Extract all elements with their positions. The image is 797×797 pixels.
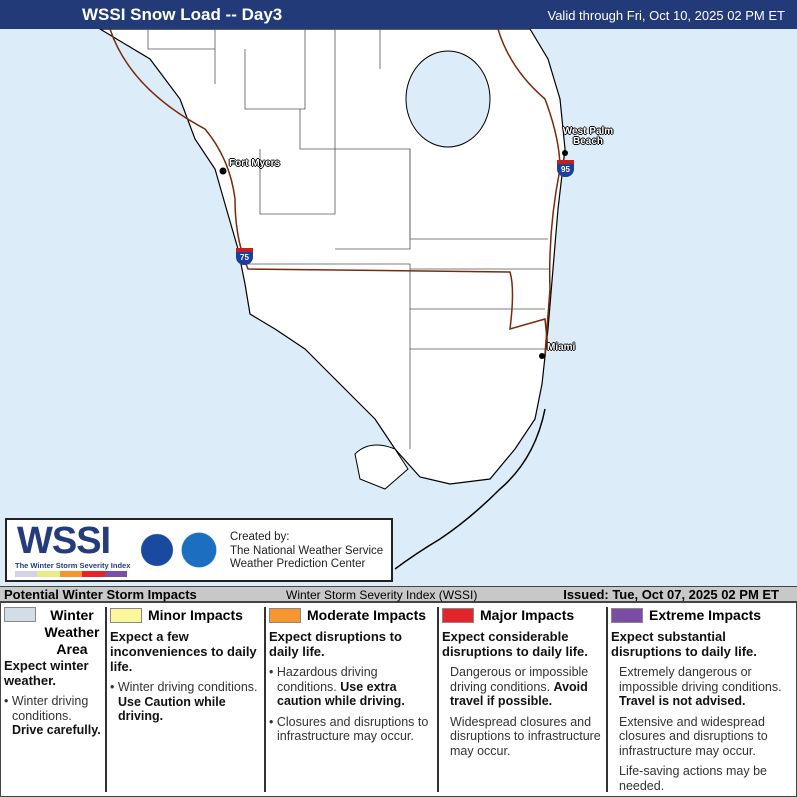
category-name: Extreme Impacts: [649, 607, 762, 623]
category-name: Winter Weather Area: [44, 607, 100, 657]
map-title: WSSI Snow Load -- Day3: [82, 5, 283, 24]
credit-line: Weather Prediction Center: [230, 558, 366, 570]
issued-time: Issued: Tue, Oct 07, 2025 02 PM ET: [563, 587, 779, 602]
category-bullet: Dangerous or impossible driving conditio…: [450, 665, 589, 708]
category-bullet: • Hazardous driving conditions. Use extr…: [269, 665, 405, 708]
everglades-cape: [354, 444, 409, 490]
swatch-major: [442, 608, 474, 624]
county-lines: [147, 29, 550, 449]
city-dot-miami: [539, 353, 545, 359]
credit-line: The National Weather Service: [230, 544, 384, 557]
florida-keys: [394, 408, 546, 570]
wssi-color-bar: [15, 571, 128, 577]
category-name: Moderate Impacts: [307, 607, 427, 623]
swatch-minor: [110, 608, 142, 624]
map-svg: [97, 28, 568, 570]
interstate-75-shield: 75: [236, 248, 253, 265]
header-bar: WSSI Snow Load -- Day3 Valid through Fri…: [0, 0, 797, 29]
city-label-west-palm-beach: West Palm Beach: [562, 126, 614, 147]
category-bullet: Widespread closures and disruptions to i…: [450, 714, 601, 758]
legend-index-name: Winter Storm Severity Index (WSSI): [286, 588, 478, 602]
legend-col-major: Major Impacts Expect considerable disrup…: [439, 607, 608, 792]
swatch-extreme: [611, 608, 643, 624]
highways: [109, 28, 561, 355]
category-desc: Expect considerable disruptions to daily…: [442, 629, 588, 659]
category-desc: Expect a few inconveniences to daily lif…: [110, 629, 257, 674]
category-bullet: • Winter driving conditions. Use Caution…: [110, 680, 258, 723]
category-bullet: Life-saving actions may be needed.: [619, 764, 767, 793]
credit-line: Created by:: [230, 531, 290, 543]
category-name: Minor Impacts: [148, 607, 243, 623]
legend-title: Potential Winter Storm Impacts: [4, 587, 197, 602]
swatch-winter-weather: [4, 607, 36, 622]
city-dot-west-palm: [562, 150, 568, 156]
florida-land: [97, 28, 566, 485]
legend-col-moderate: Moderate Impacts Expect disruptions to d…: [266, 607, 439, 792]
category-bullet: • Winter driving conditions. Drive caref…: [4, 694, 101, 737]
legend-header: Potential Winter Storm Impacts Winter St…: [0, 586, 797, 602]
wssi-subtitle: The Winter Storm Severity Index: [15, 561, 131, 570]
category-bullet: Extremely dangerous or impossible drivin…: [619, 665, 782, 708]
interstate-95-shield: 95: [557, 160, 574, 177]
city-label-miami: Miami: [547, 342, 576, 353]
valid-time: Valid through Fri, Oct 10, 2025 02 PM ET: [547, 8, 786, 23]
category-name: Major Impacts: [480, 607, 575, 623]
wssi-logo: WSSI: [17, 520, 111, 562]
lake-okeechobee: [405, 50, 491, 148]
logo-box: WSSI The Winter Storm Severity Index Cre…: [5, 518, 393, 582]
impact-legend: Winter Weather Area Expect winter weathe…: [0, 602, 797, 797]
swatch-moderate: [269, 608, 301, 624]
credit-text: Created by: The National Weather Service…: [230, 531, 383, 572]
category-bullet: Extensive and widespread closures and di…: [619, 714, 768, 758]
noaa-logo-icon: [179, 530, 219, 570]
map-area: Fort Myers West Palm Beach Miami 75 95: [0, 28, 797, 586]
category-desc: Expect disruptions to daily life.: [269, 629, 402, 659]
city-dot-fort-myers: [219, 167, 227, 175]
category-desc: Expect winter weather.: [4, 658, 89, 688]
category-bullet: • Closures and disruptions to infrastruc…: [269, 714, 429, 744]
city-label-fort-myers: Fort Myers: [229, 158, 281, 169]
legend-col-minor: Minor Impacts Expect a few inconvenience…: [107, 607, 266, 792]
legend-col-extreme: Extreme Impacts Expect substantial disru…: [608, 607, 796, 793]
legend-col-winter-weather: Winter Weather Area Expect winter weathe…: [1, 607, 107, 792]
nws-logo-icon: [137, 530, 177, 570]
category-desc: Expect substantial disruptions to daily …: [611, 629, 757, 659]
